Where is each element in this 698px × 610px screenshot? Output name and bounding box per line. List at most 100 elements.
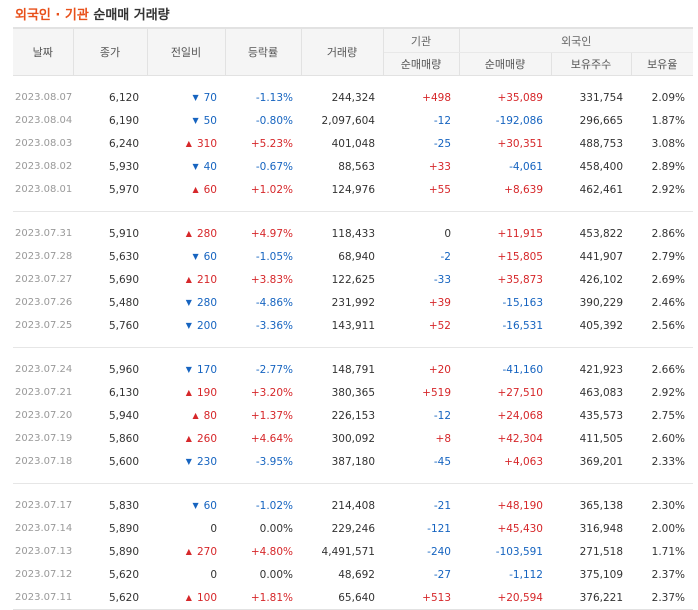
header-institution-group: 기관: [383, 27, 460, 53]
row-change-value: 100: [196, 591, 217, 604]
row-volume: 401,048: [331, 137, 375, 150]
row-rate: 0.00%: [259, 522, 293, 535]
row-close: 5,960: [108, 363, 139, 376]
row-change: ▼ 170: [147, 358, 225, 381]
row-foreign-net: -16,531: [502, 319, 543, 332]
row-foreign-holdings: 390,229: [579, 296, 623, 309]
row-rate: -0.80%: [255, 114, 293, 127]
row-change: ▼ 40: [147, 155, 225, 178]
header-date: 날짜: [13, 27, 74, 76]
row-institution-net: -12: [433, 409, 451, 422]
row-change-value: 170: [196, 363, 217, 376]
table-row: 2023.07.31 5,910 ▲ 280 +4.97% 118,433 0 +11,915…: [13, 222, 693, 245]
row-change-value: 80: [203, 409, 217, 422]
row-rate: -4.86%: [255, 296, 293, 309]
arrow-down-icon: ▼: [192, 92, 199, 102]
row-change-value: 60: [203, 183, 217, 196]
row-change: ▼ 70: [147, 86, 225, 109]
header-change: 전일비: [147, 27, 226, 76]
group-divider: [13, 483, 694, 484]
trading-table: 날짜 종가 전일비 등락률 거래량 기관 외국인 순매매량 순매매량 보유주수 …: [13, 27, 694, 610]
row-close: 5,860: [108, 432, 139, 445]
row-institution-net: -12: [433, 114, 451, 127]
row-change-value: 210: [196, 273, 217, 286]
row-institution-net: +39: [428, 296, 451, 309]
row-foreign-net: +48,190: [497, 499, 543, 512]
row-foreign-holdings: 463,083: [579, 386, 623, 399]
row-rate: +5.23%: [250, 137, 293, 150]
row-institution-net: 0: [444, 227, 451, 240]
row-close: 5,480: [108, 296, 139, 309]
row-institution-net: -21: [433, 499, 451, 512]
row-foreign-holdings: 426,102: [579, 273, 623, 286]
row-rate: +1.02%: [250, 183, 293, 196]
row-foreign-holdings: 462,461: [579, 183, 623, 196]
row-change-value: 230: [196, 455, 217, 468]
row-close: 6,130: [108, 386, 139, 399]
row-foreign-ratio: 1.71%: [651, 545, 686, 558]
row-close: 6,240: [108, 137, 139, 150]
row-date: 2023.08.01: [15, 184, 73, 195]
row-foreign-ratio: 2.89%: [651, 160, 686, 173]
table-row: 2023.08.03 6,240 ▲ 310 +5.23% 401,048 -25 +30,3…: [13, 132, 693, 155]
table-row: 2023.07.12 5,620 0 0.00% 48,692 -27 -1,112 375,…: [13, 563, 693, 586]
row-date: 2023.07.31: [15, 228, 73, 239]
row-date: 2023.07.27: [15, 274, 73, 285]
row-volume: 380,365: [331, 386, 375, 399]
table-row: 2023.07.14 5,890 0 0.00% 229,246 -121 +45,430 3…: [13, 517, 693, 540]
row-close: 5,890: [108, 545, 139, 558]
row-volume: 118,433: [331, 227, 375, 240]
header-rate: 등락률: [225, 27, 302, 76]
arrow-down-icon: ▼: [192, 500, 199, 510]
row-foreign-holdings: 453,822: [579, 227, 623, 240]
table-row: 2023.08.04 6,190 ▼ 50 -0.80% 2,097,604 -12 -192…: [13, 109, 693, 132]
row-rate: -2.77%: [255, 363, 293, 376]
row-foreign-net: -1,112: [509, 568, 543, 581]
row-foreign-holdings: 271,518: [579, 545, 623, 558]
row-change-value: 40: [203, 160, 217, 173]
row-close: 5,910: [108, 227, 139, 240]
row-foreign-holdings: 458,400: [579, 160, 623, 173]
row-foreign-holdings: 331,754: [579, 91, 623, 104]
arrow-down-icon: ▼: [192, 115, 199, 125]
row-foreign-ratio: 2.46%: [651, 296, 686, 309]
row-change: ▲ 260: [147, 427, 225, 450]
row-date: 2023.07.14: [15, 523, 73, 534]
row-foreign-holdings: 435,573: [579, 409, 623, 422]
row-foreign-net: -15,163: [502, 296, 543, 309]
row-foreign-net: +15,805: [497, 250, 543, 263]
table-row: 2023.07.28 5,630 ▼ 60 -1.05% 68,940 -2 +15,805 4…: [13, 245, 693, 268]
row-close: 5,890: [108, 522, 139, 535]
row-change: ▲ 190: [147, 381, 225, 404]
table-row: 2023.07.17 5,830 ▼ 60 -1.02% 214,408 -21 +48,19…: [13, 494, 693, 517]
row-date: 2023.08.07: [15, 92, 73, 103]
row-close: 5,600: [108, 455, 139, 468]
section-title: 외국인 · 기관 순매매 거래량: [15, 4, 170, 24]
row-foreign-ratio: 2.86%: [651, 227, 686, 240]
row-change-value: 60: [203, 250, 217, 263]
row-foreign-ratio: 2.33%: [651, 455, 686, 468]
row-foreign-holdings: 488,753: [579, 137, 623, 150]
row-foreign-holdings: 441,907: [579, 250, 623, 263]
row-close: 5,940: [108, 409, 139, 422]
row-change-value: 280: [196, 227, 217, 240]
row-rate: +4.80%: [250, 545, 293, 558]
row-rate: +1.81%: [225, 586, 301, 610]
header-volume: 거래량: [301, 27, 384, 76]
group-divider: [13, 211, 694, 212]
row-date: 2023.07.21: [15, 387, 73, 398]
table-row: 2023.07.13 5,890 ▲ 270 +4.80% 4,491,571 -240 -1…: [13, 540, 693, 563]
arrow-up-icon: ▲: [185, 592, 192, 602]
row-foreign-net: -192,086: [495, 114, 543, 127]
row-foreign-ratio: 2.00%: [651, 522, 686, 535]
header-foreign-holdings: 보유주수: [551, 52, 632, 76]
row-institution-net: +513: [383, 586, 459, 610]
row-change: ▼ 60: [147, 245, 225, 268]
row-change-value: 0: [210, 568, 217, 581]
row-foreign-ratio: 2.69%: [651, 273, 686, 286]
row-close: 6,190: [108, 114, 139, 127]
row-foreign-holdings: 316,948: [579, 522, 623, 535]
header-foreign-group: 외국인: [459, 27, 694, 53]
row-institution-net: +8: [435, 432, 451, 445]
row-foreign-net: +27,510: [497, 386, 543, 399]
